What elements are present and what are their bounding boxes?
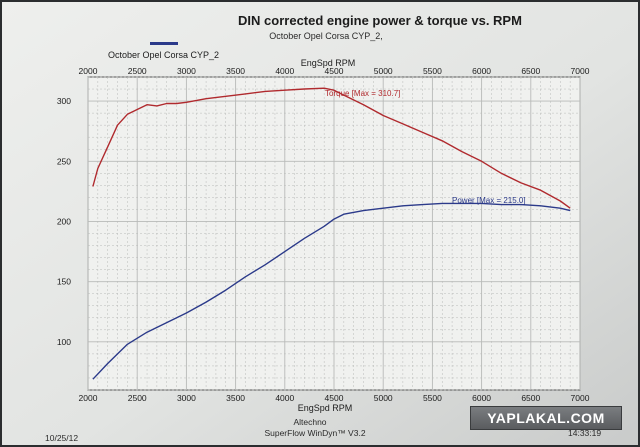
x-tick-label-top: 3500: [226, 66, 245, 76]
footer-date: 10/25/12: [45, 433, 78, 443]
axes: 2000 2000 2500 2500 3000 3000 3500 3500 4000 4000…: [57, 66, 590, 403]
watermark-logo: YAPLAKAL.COM: [470, 406, 622, 430]
chart-subtitle: October Opel Corsa CYP_2,: [269, 31, 383, 41]
x-tick-label-bottom: 5500: [423, 393, 442, 403]
torque-line: [92, 87, 571, 209]
x-tick-label-top: 5000: [374, 66, 393, 76]
x-tick-label-bottom: 7000: [571, 393, 590, 403]
x-tick-label-bottom: 6000: [472, 393, 491, 403]
x-tick-label-top: 6000: [472, 66, 491, 76]
x-tick-label-top: 2500: [128, 66, 147, 76]
x-tick-label-bottom: 5000: [374, 393, 393, 403]
x-tick-label-bottom: 4500: [325, 393, 344, 403]
x-tick-label-bottom: 6500: [521, 393, 540, 403]
y-tick-label: 150: [57, 277, 71, 287]
x-tick-label-top: 5500: [423, 66, 442, 76]
x-tick-label-top: 4500: [325, 66, 344, 76]
x-tick-label-bottom: 2000: [79, 393, 98, 403]
legend-label: October Opel Corsa CYP_2: [108, 50, 219, 60]
x-axis-label-top: EngSpd RPM: [301, 58, 356, 68]
footer-company: Altechno: [293, 417, 326, 427]
grid-lines: [87, 76, 581, 391]
chart-title: DIN corrected engine power & torque vs. …: [238, 13, 522, 28]
x-axis-label-bottom: EngSpd RPM: [298, 403, 353, 413]
footer-time: 14:33:19: [568, 428, 601, 438]
y-tick-label: 100: [57, 337, 71, 347]
y-tick-label: 200: [57, 216, 71, 226]
power-line: [92, 202, 571, 380]
x-tick-label-bottom: 3500: [226, 393, 245, 403]
x-tick-label-top: 7000: [571, 66, 590, 76]
x-tick-label-bottom: 4000: [275, 393, 294, 403]
x-tick-label-bottom: 3000: [177, 393, 196, 403]
footer-software: SuperFlow WinDyn™ V3.2: [264, 428, 365, 438]
y-tick-label: 250: [57, 156, 71, 166]
series-lines: [92, 87, 571, 380]
x-tick-label-top: 3000: [177, 66, 196, 76]
x-tick-label-bottom: 2500: [128, 393, 147, 403]
power-max-label: Power [Max = 215.0]: [452, 196, 526, 205]
x-tick-label-top: 2000: [79, 66, 98, 76]
x-tick-label-top: 6500: [521, 66, 540, 76]
x-tick-label-top: 4000: [275, 66, 294, 76]
torque-max-label: Torque [Max = 310.7]: [325, 89, 400, 98]
y-tick-label: 300: [57, 96, 71, 106]
